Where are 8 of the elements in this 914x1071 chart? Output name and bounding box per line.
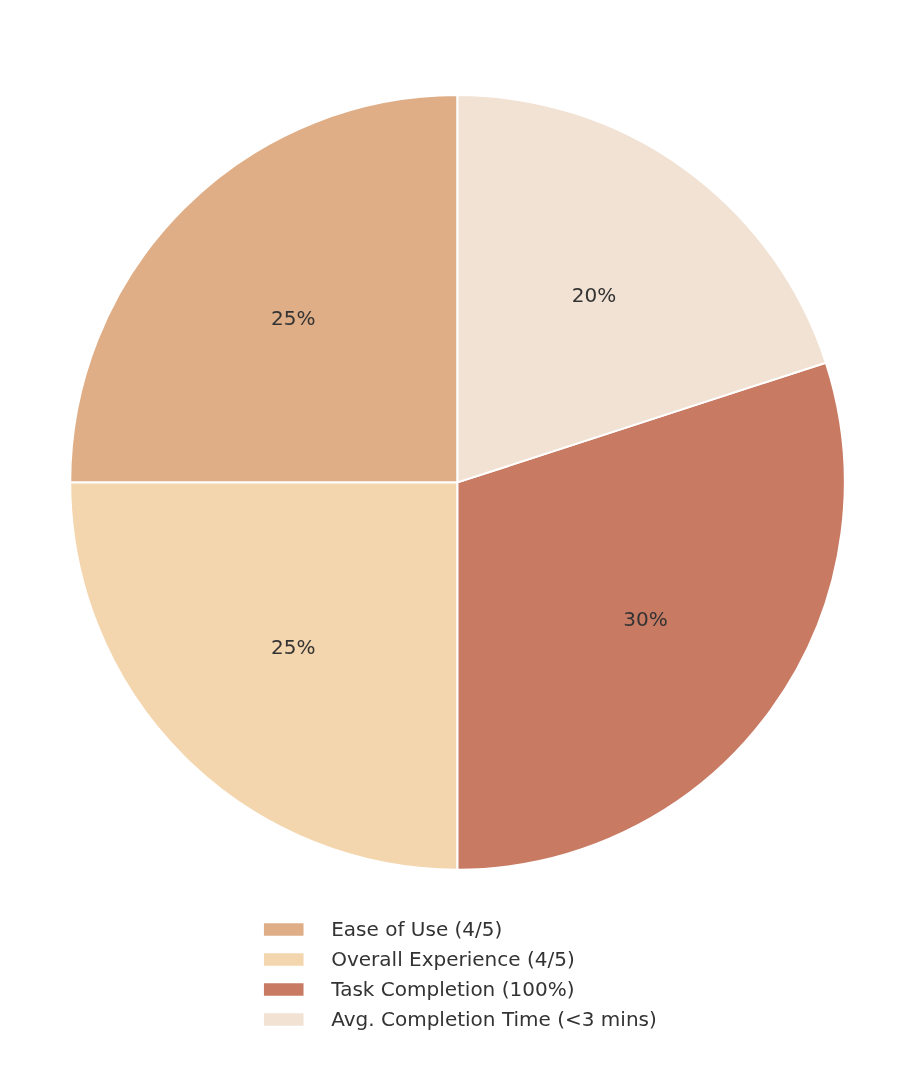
data-label: 25% [270,306,316,331]
data-label: 30% [623,606,668,631]
data-label: 20% [571,282,617,307]
legend-label: Overall Experience (4/5) [331,947,575,971]
legend-label: Avg. Completion Time (<3 mins) [331,1007,657,1031]
legend-label: Ease of Use (4/5) [331,917,503,941]
data-label: 25% [270,634,316,659]
legend-label: Task Completion (100%) [331,977,575,1001]
